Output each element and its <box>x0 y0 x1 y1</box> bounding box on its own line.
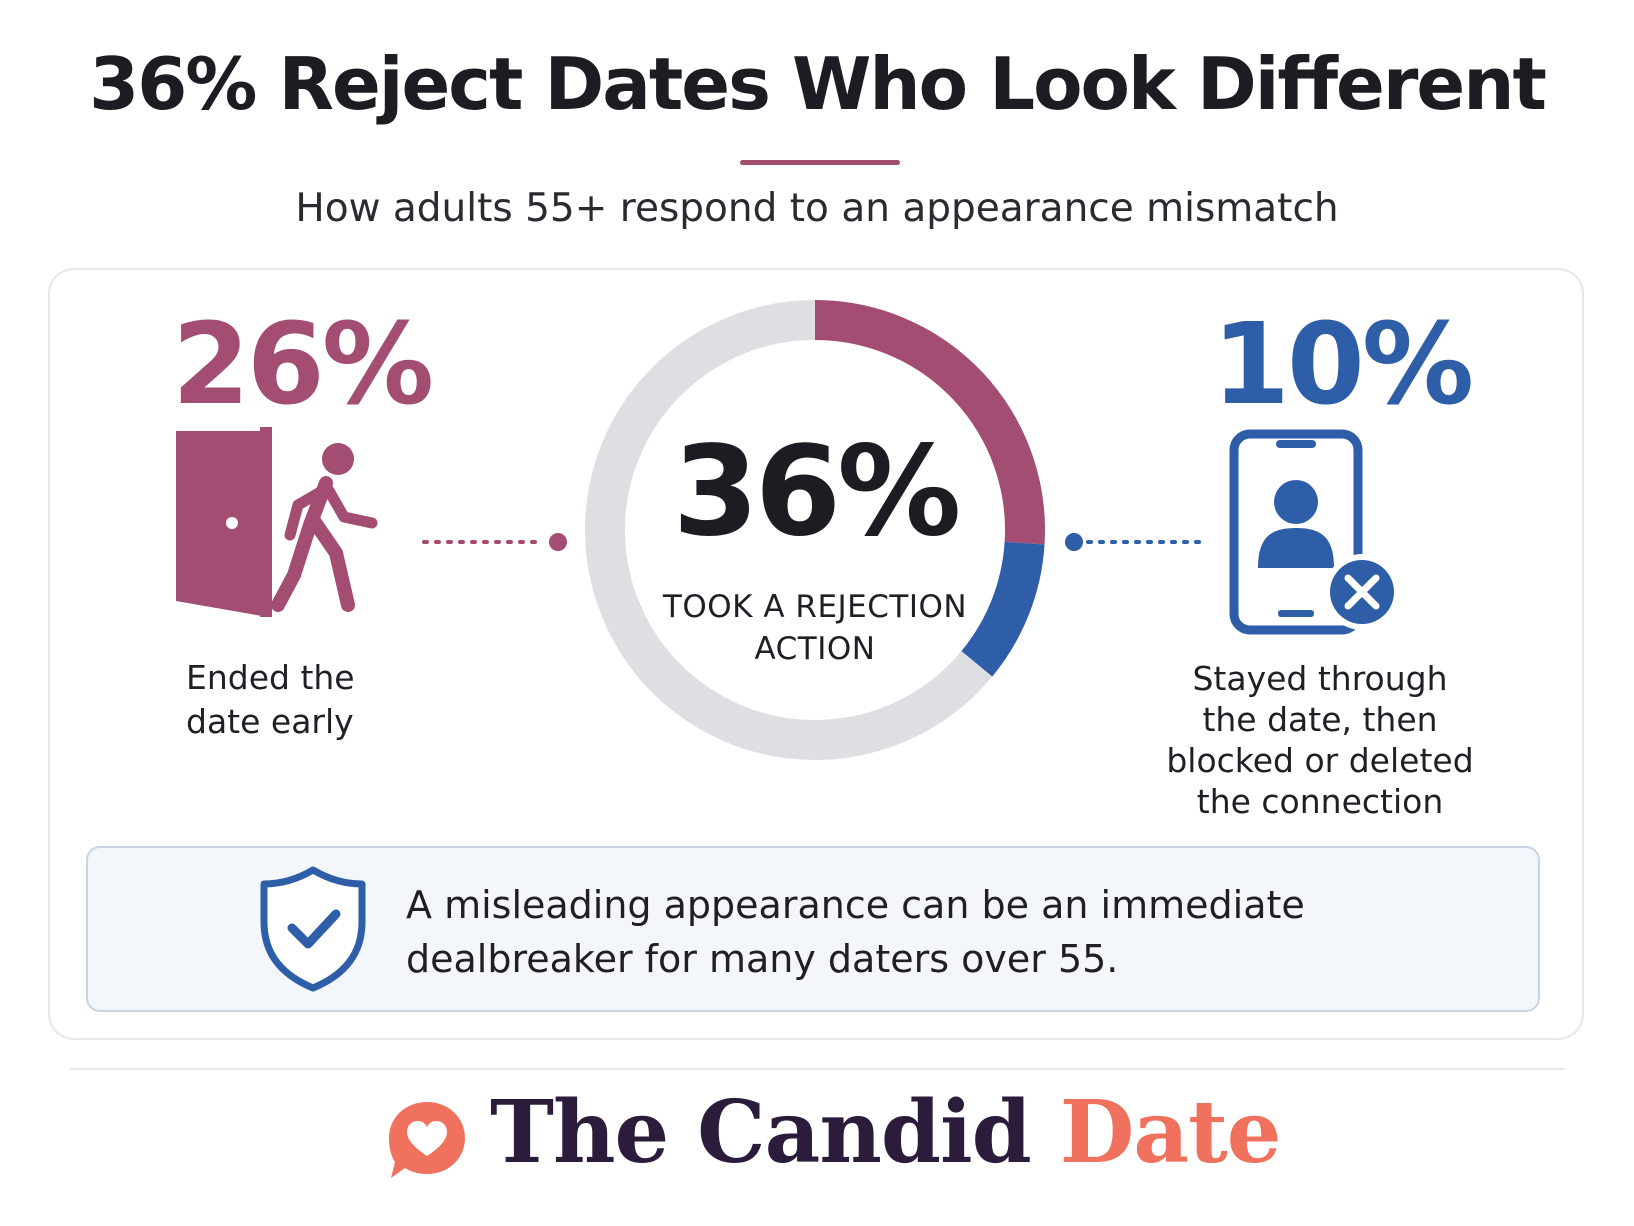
brand-wordmark: The Candid Date <box>490 1090 1290 1176</box>
donut-slice-2 <box>585 300 993 760</box>
left-connector <box>422 533 567 551</box>
left-stat-value: 26% <box>172 300 434 430</box>
heart-bubble-icon <box>389 1102 465 1178</box>
donut-center: 36% TOOK A REJECTION ACTION <box>575 290 1055 770</box>
callout-line: A misleading appearance can be an immedi… <box>406 883 1305 927</box>
right-desc-line: the date, then <box>1202 700 1438 739</box>
page-title: 36% Reject Dates Who Look Different <box>89 42 1547 126</box>
callout-box: A misleading appearance can be an immedi… <box>86 846 1540 1012</box>
footer-divider <box>70 1068 1564 1070</box>
left-stat-description: Ended the date early <box>186 656 406 744</box>
right-stat-description: Stayed through the date, then blocked or… <box>1150 658 1490 822</box>
door-exit-icon <box>176 427 378 617</box>
callout-text: A misleading appearance can be an immedi… <box>406 878 1506 986</box>
donut-chart <box>585 300 1045 760</box>
left-desc-line: date early <box>186 702 354 741</box>
callout-line: dealbreaker for many daters over 55. <box>406 937 1119 981</box>
title-underline <box>740 160 900 165</box>
left-desc-line: Ended the <box>186 658 355 697</box>
right-desc-line: blocked or deleted <box>1166 741 1474 780</box>
center-caption: TOOK A REJECTION ACTION <box>662 589 968 667</box>
brand-name-part1: The Candid <box>490 1082 1032 1183</box>
total-percentage: 36% <box>672 420 962 564</box>
page-subtitle: How adults 55+ respond to an appearance … <box>295 186 1339 231</box>
shield-check-icon <box>260 866 366 992</box>
right-desc-line: the connection <box>1196 782 1444 821</box>
brand-name-part2: Date <box>1059 1082 1282 1183</box>
right-desc-line: Stayed through <box>1192 659 1448 698</box>
phone-block-icon <box>1229 429 1400 635</box>
donut-slice-1 <box>961 541 1045 677</box>
right-stat-value: 10% <box>1212 300 1474 430</box>
right-connector <box>1065 533 1210 551</box>
donut-slice-0 <box>814 300 1045 545</box>
